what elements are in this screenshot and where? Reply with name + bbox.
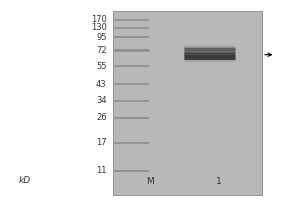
Text: 11: 11 [96,166,107,175]
Text: kD: kD [19,176,31,185]
Text: 43: 43 [96,80,107,89]
Text: 170: 170 [91,15,107,24]
Text: 72: 72 [96,46,107,55]
Text: 34: 34 [96,96,107,105]
Text: M: M [146,177,154,186]
Text: 26: 26 [96,113,107,122]
Text: 55: 55 [96,62,107,71]
Text: 95: 95 [96,33,107,42]
Text: 130: 130 [91,23,107,32]
Bar [113,11,262,195]
Text: 17: 17 [96,138,107,147]
Text: 1: 1 [216,177,222,186]
